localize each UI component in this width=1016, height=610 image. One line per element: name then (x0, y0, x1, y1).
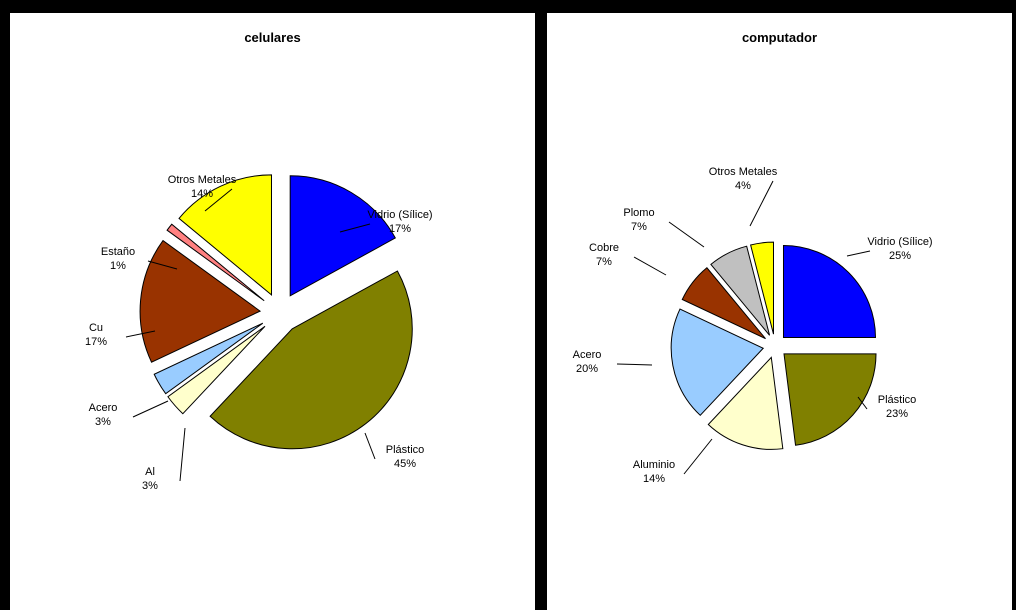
pie-slice (782, 245, 876, 339)
leader-line (846, 250, 871, 257)
leader-line (339, 223, 371, 233)
leader-line (749, 180, 774, 227)
leader-line (132, 400, 169, 418)
pie-slice (139, 239, 262, 363)
slice-label: Cobre (589, 242, 619, 254)
slice-label: Plomo (623, 207, 654, 219)
slice-label: Cu (89, 322, 103, 334)
chart-title: computador (741, 30, 818, 45)
pie-slice (166, 223, 265, 302)
leader-line (204, 188, 233, 212)
slice-label: Otros Metales (168, 174, 237, 186)
leader-line (668, 221, 705, 248)
pie-slice (209, 270, 413, 450)
leader-line (857, 396, 868, 410)
slice-label: Aluminio (633, 459, 675, 471)
leader-line (125, 330, 156, 338)
leader-line (147, 260, 178, 270)
pie-slice (153, 322, 264, 395)
pie-slice (681, 267, 766, 340)
slice-percent-label: 4% (735, 180, 751, 192)
slice-percent-label: 25% (889, 250, 911, 262)
slice-percent-label: 7% (596, 256, 612, 268)
pie-slice (670, 308, 765, 417)
slice-percent-label: 7% (631, 221, 647, 233)
slice-label: Plástico (386, 444, 425, 456)
leader-line (633, 256, 667, 276)
slice-percent-label: 14% (191, 188, 213, 200)
slice-percent-label: 45% (394, 458, 416, 470)
slice-percent-label: 3% (142, 480, 158, 492)
slice-percent-label: 3% (95, 416, 111, 428)
slice-percent-label: 17% (85, 336, 107, 348)
slice-label: Acero (89, 402, 118, 414)
pie-slice (707, 356, 784, 450)
pie-slice (178, 174, 272, 296)
slice-percent-label: 1% (110, 260, 126, 272)
pie-slice (783, 353, 877, 446)
slice-percent-label: 17% (389, 223, 411, 235)
slice-label: Al (145, 466, 155, 478)
leader-line (179, 427, 186, 482)
slice-label: Acero (573, 349, 602, 361)
slice-percent-label: 14% (643, 473, 665, 485)
pie-chart-computador: Vidrio (Sílice) 25% Plástico 23% Aluminio 14%… (573, 166, 933, 485)
leader-line (683, 438, 713, 475)
leader-line (616, 363, 653, 366)
pie-slice (750, 241, 774, 335)
pie-slice (710, 245, 771, 336)
pie-slice (289, 175, 397, 297)
slice-label: Vidrio (Sílice) (367, 209, 432, 221)
pie-slice (167, 325, 266, 415)
slice-label: Vidrio (Sílice) (867, 236, 932, 248)
slice-percent-label: 23% (886, 408, 908, 420)
slice-label: Otros Metales (709, 166, 778, 178)
slice-label: Estaño (101, 246, 135, 258)
slice-percent-label: 20% (576, 363, 598, 375)
chart-panel-celulares: celulares Vidrio (Sílice) 17% Plástico 45% A… (10, 13, 535, 610)
chart-panel-computador: computador Vidrio (Sílice) 25% Plástico 23%… (547, 13, 1012, 610)
leader-line (364, 432, 376, 460)
slice-label: Plástico (878, 394, 917, 406)
pie-chart-celulares: Vidrio (Sílice) 17% Plástico 45% Al 3% Acero 3%… (85, 174, 433, 492)
chart-title: celulares (244, 30, 301, 45)
